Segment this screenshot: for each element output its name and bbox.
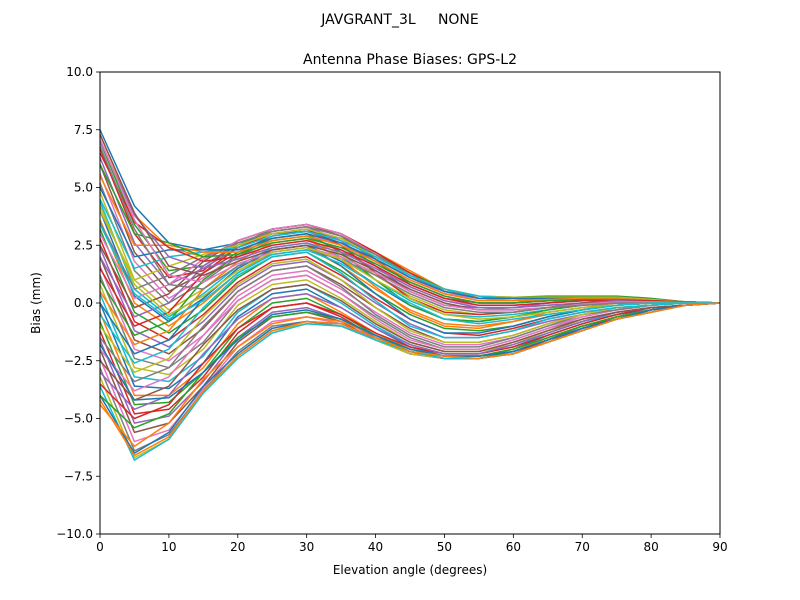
y-tick-label: 7.5	[74, 123, 93, 137]
x-tick-label: 40	[368, 540, 383, 554]
x-tick-label: 50	[437, 540, 452, 554]
y-axis-label: Bias (mm)	[29, 272, 43, 334]
series-line-az-195	[99, 251, 720, 364]
series-line-az-185	[99, 265, 720, 383]
series-lines	[99, 129, 721, 461]
series-line-az-280	[99, 138, 721, 311]
x-tick-label: 90	[712, 540, 727, 554]
series-line-az-295	[99, 224, 720, 325]
figure-suptitle: JAVGRANT_3L NONE	[320, 12, 479, 28]
series-line-az-255	[99, 175, 721, 304]
series-line-az-305	[99, 302, 721, 457]
y-tick-label: 10.0	[66, 65, 93, 79]
series-line-az-260	[99, 164, 721, 304]
x-tick-label: 0	[96, 540, 104, 554]
x-axis-label: Elevation angle (degrees)	[333, 563, 487, 577]
series-line-az-175	[99, 283, 721, 401]
x-tick-label: 70	[575, 540, 590, 554]
y-tick-label: 2.5	[74, 238, 93, 252]
y-tick-label: −7.5	[64, 469, 93, 483]
series-line-az-285	[99, 145, 720, 313]
y-tick-label: −5.0	[64, 412, 93, 426]
x-axis-ticks: 0 10 20 30 40 50 60 70 80 90	[96, 534, 728, 554]
y-tick-label: 5.0	[74, 181, 93, 195]
series-line-az-270	[99, 140, 721, 309]
chart-title: Antenna Phase Biases: GPS-L2	[303, 52, 517, 68]
x-tick-label: 30	[299, 540, 314, 554]
x-tick-label: 80	[643, 540, 658, 554]
y-tick-label: 0.0	[74, 296, 93, 310]
x-tick-label: 10	[161, 540, 176, 554]
y-tick-label: −10.0	[56, 527, 93, 541]
y-axis-ticks: −10.0 −7.5 −5.0 −2.5 0.0 2.5 5.0 7.5 10.0	[56, 65, 100, 541]
y-tick-label: −2.5	[64, 354, 93, 368]
x-tick-label: 20	[230, 540, 245, 554]
series-line-az-165	[99, 302, 721, 420]
x-tick-label: 60	[506, 540, 521, 554]
